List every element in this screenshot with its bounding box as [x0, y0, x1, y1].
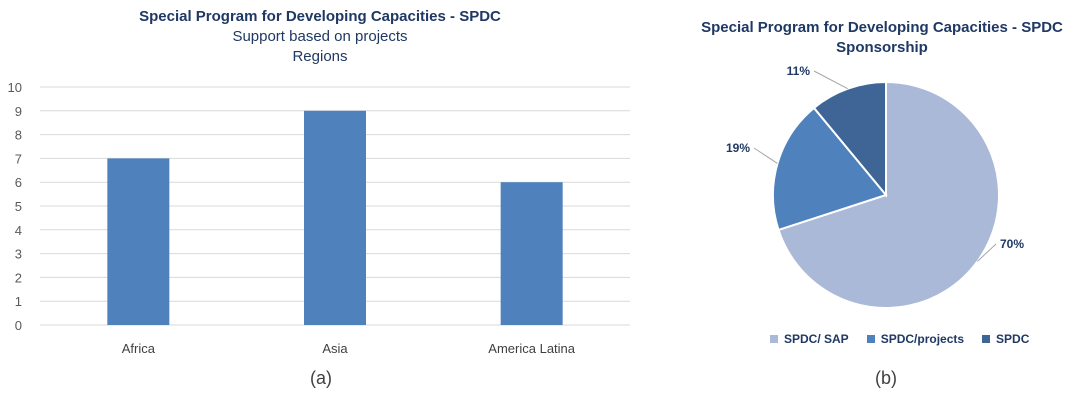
pie-legend: SPDC/ SAP SPDC/projects SPDC: [770, 332, 1029, 346]
pie-chart-subtitle: Sponsorship: [836, 39, 928, 56]
legend-item-spdc: SPDC: [982, 332, 1029, 346]
pie-chart-title: Special Program for Developing Capacitie…: [701, 19, 1063, 36]
caption-a: (a): [310, 368, 332, 388]
y-tick-label: 7: [15, 151, 22, 166]
leader-line: [753, 147, 778, 164]
legend-label: SPDC/ SAP: [784, 332, 849, 346]
y-tick-label: 6: [15, 175, 22, 190]
pie-chart: 70% 19% 11%: [726, 64, 1024, 309]
y-tick-label: 9: [15, 104, 22, 119]
bar: [107, 158, 170, 325]
data-label: 11%: [787, 64, 811, 78]
legend-swatch: [866, 335, 875, 343]
y-tick-label: 8: [15, 128, 22, 143]
pie-slice: [772, 106, 888, 232]
legend-label: SPDC/projects: [880, 332, 965, 346]
leader-line: [813, 70, 848, 90]
x-tick-label: Asia: [322, 341, 348, 356]
y-tick-label: 1: [15, 294, 22, 309]
legend-item-spdc-sap: SPDC/ SAP: [770, 332, 849, 346]
data-label: 70%: [1000, 237, 1024, 251]
leader-line: [977, 243, 997, 262]
y-tick-label: 10: [8, 80, 22, 95]
x-tick-label: America Latina: [488, 341, 575, 356]
legend-swatch: [770, 335, 778, 343]
x-tick-label: Africa: [122, 341, 156, 356]
y-tick-label: 0: [15, 318, 22, 333]
y-tick-label: 2: [15, 270, 22, 285]
y-tick-label: 3: [15, 247, 22, 262]
y-tick-label: 5: [15, 199, 22, 214]
pie-slice: [777, 80, 1000, 309]
bar: [304, 110, 366, 325]
pie-slice: [812, 80, 887, 198]
bar-chart-subtitle-1: Support based on projects: [232, 28, 408, 45]
legend-swatch: [982, 335, 991, 343]
legend-label: SPDC: [996, 332, 1030, 346]
bar-chart-subtitle-2: Regions: [292, 48, 348, 65]
y-tick-label: 4: [15, 223, 22, 238]
bar: [500, 182, 563, 325]
legend-item-spdc-projects: SPDC/projects: [866, 332, 965, 346]
bar-chart: 0 1 2 3 4 5 6 7 8 9 10 Africa Asia America Latina: [8, 80, 630, 356]
caption-b: (b): [875, 368, 897, 388]
data-label: 19%: [726, 141, 750, 155]
bar-chart-title: Special Program for Developing Capacitie…: [139, 8, 501, 25]
